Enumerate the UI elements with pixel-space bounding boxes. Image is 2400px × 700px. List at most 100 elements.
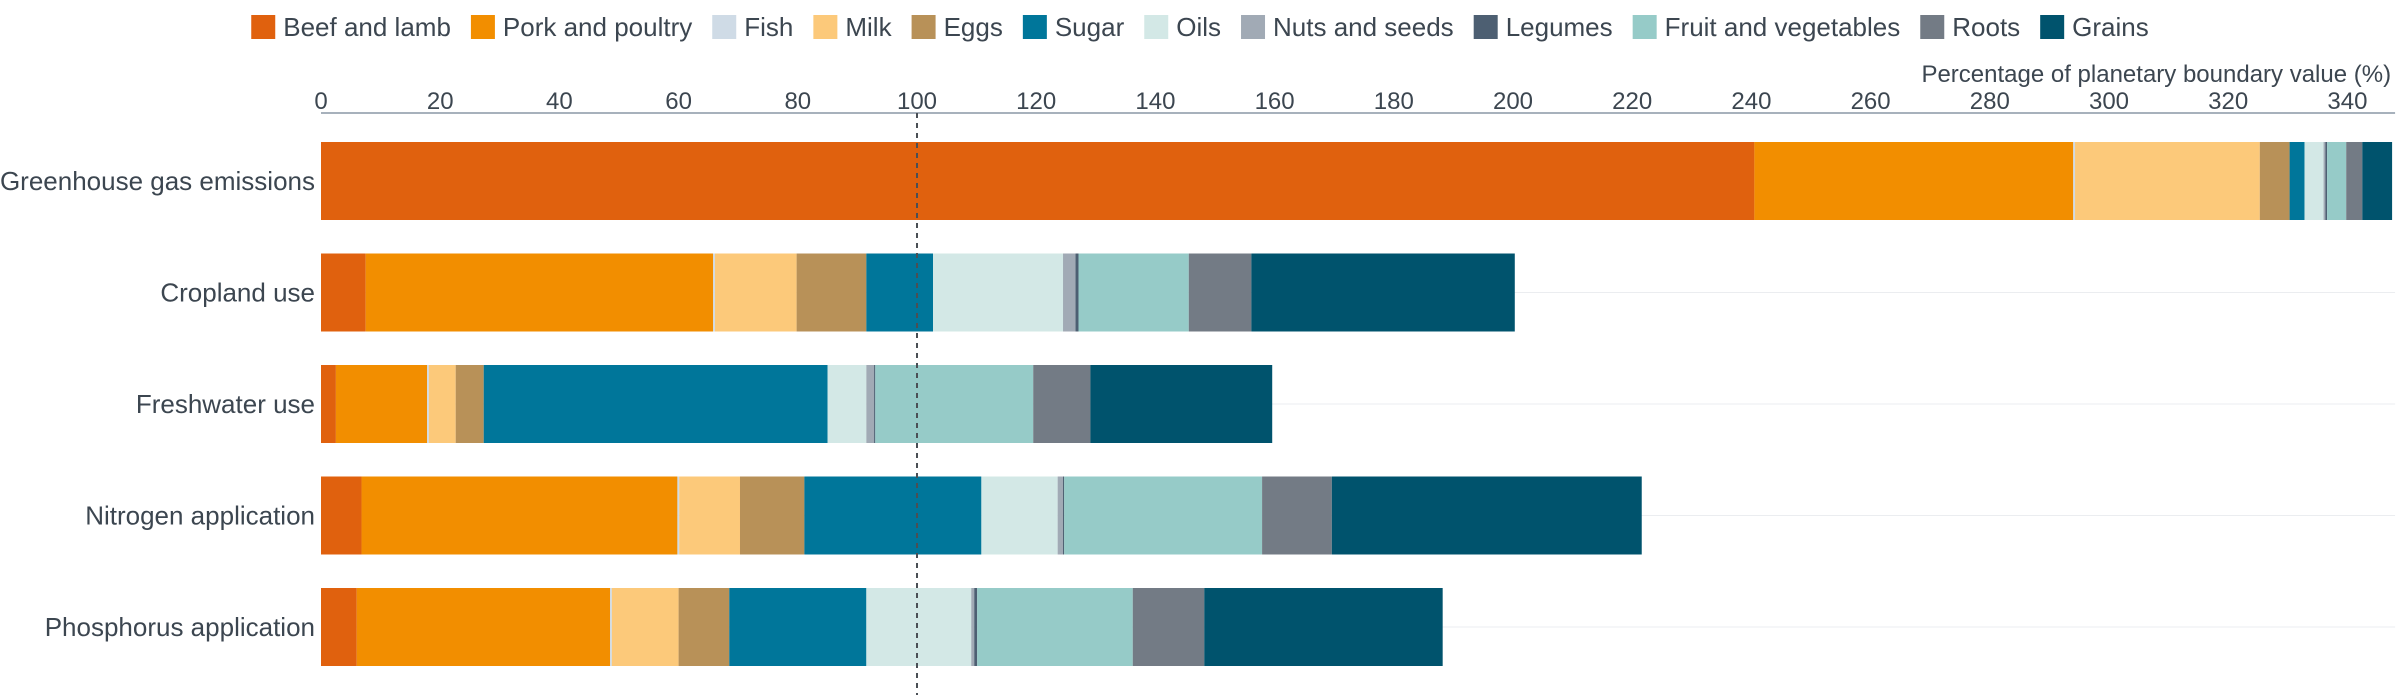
legend-label-sugar: Sugar xyxy=(1055,12,1125,42)
bar-segment-freshwater-use-fruit-and-vegetables xyxy=(875,365,1034,443)
legend-swatch-milk xyxy=(813,15,838,39)
x-tick-label-80: 80 xyxy=(784,88,811,115)
bar-segment-greenhouse-gas-emissions-pork-and-poultry xyxy=(1754,142,2074,220)
legend-label-nuts-and-seeds: Nuts and seeds xyxy=(1273,12,1454,42)
bar-segment-phosphorus-application-eggs xyxy=(678,588,730,666)
legend-item-roots: Roots xyxy=(1920,12,2020,42)
bar-segment-phosphorus-application-sugar xyxy=(729,588,867,666)
bar-segment-phosphorus-application-pork-and-poultry xyxy=(356,588,611,666)
bars xyxy=(321,142,2393,666)
x-tick-label-140: 140 xyxy=(1135,88,1175,115)
legend-item-sugar: Sugar xyxy=(1022,12,1125,42)
bar-segment-nitrogen-application-roots xyxy=(1262,476,1332,555)
bar-segment-phosphorus-application-beef-and-lamb xyxy=(321,588,357,666)
x-axis-title: Percentage of planetary boundary value (… xyxy=(1921,61,2391,88)
bar-segment-greenhouse-gas-emissions-eggs xyxy=(2259,142,2290,220)
bar-segment-cropland-use-roots xyxy=(1188,253,1252,332)
bar-segment-nitrogen-application-nuts-and-seeds xyxy=(1057,476,1064,555)
x-tick-label-220: 220 xyxy=(1612,88,1652,115)
bar-segment-phosphorus-application-milk xyxy=(611,588,679,666)
bar-segment-nitrogen-application-pork-and-poultry xyxy=(361,476,678,555)
legend-swatch-grains xyxy=(2040,15,2065,39)
x-tick-label-100: 100 xyxy=(897,88,937,115)
bar-segment-freshwater-use-legumes xyxy=(874,365,876,443)
legend-label-fruit-and-vegetables: Fruit and vegetables xyxy=(1665,12,1901,42)
bar-segment-cropland-use-fruit-and-vegetables xyxy=(1078,253,1189,332)
bar-segment-nitrogen-application-fish xyxy=(677,476,680,555)
bar-segment-cropland-use-pork-and-poultry xyxy=(365,253,714,332)
legend-item-eggs: Eggs xyxy=(911,12,1003,42)
legend-swatch-roots xyxy=(1920,15,1945,39)
legend-item-beef-and-lamb: Beef and lamb xyxy=(251,12,451,42)
x-tick-label-40: 40 xyxy=(546,88,573,115)
bar-segment-freshwater-use-nuts-and-seeds xyxy=(866,365,875,443)
x-axis: 0 20 40 60 80 100 120 140 160 180 200 220 240 260 280 3… xyxy=(314,61,2396,115)
row-separators xyxy=(321,292,2396,628)
category-label-freshwater-use: Freshwater use xyxy=(136,389,315,419)
bar-segment-phosphorus-application-oils xyxy=(866,588,972,666)
bar-segment-nitrogen-application-oils xyxy=(981,476,1058,555)
bar-segment-nitrogen-application-grains xyxy=(1331,476,1642,555)
legend-swatch-oils xyxy=(1144,15,1169,39)
x-tick-label-160: 160 xyxy=(1255,88,1295,115)
bar-segment-cropland-use-fish xyxy=(713,253,715,332)
legend-item-legumes: Legumes xyxy=(1473,12,1613,42)
bar-segment-cropland-use-beef-and-lamb xyxy=(321,253,366,332)
legend-label-beef-and-lamb: Beef and lamb xyxy=(283,12,451,42)
legend-item-fish: Fish xyxy=(712,12,793,42)
x-tick-label-320: 320 xyxy=(2208,88,2248,115)
category-labels: Greenhouse gas emissions Cropland use Fres… xyxy=(0,166,315,642)
bar-segment-nitrogen-application-legumes xyxy=(1063,476,1065,555)
legend-label-roots: Roots xyxy=(1952,12,2020,42)
bar-segment-nitrogen-application-fruit-and-vegetables xyxy=(1064,476,1263,555)
legend-label-oils: Oils xyxy=(1176,12,1221,42)
bar-segment-cropland-use-oils xyxy=(933,253,1064,332)
bar-segment-greenhouse-gas-emissions-beef-and-lamb xyxy=(321,142,1755,220)
x-tick-label-120: 120 xyxy=(1016,88,1056,115)
bar-segment-freshwater-use-oils xyxy=(827,365,867,443)
legend-label-grains: Grains xyxy=(2072,12,2149,42)
bar-segment-greenhouse-gas-emissions-roots xyxy=(2346,142,2363,220)
legend-item-fruit-and-vegetables: Fruit and vegetables xyxy=(1632,12,1901,42)
bar-segment-cropland-use-sugar xyxy=(866,253,934,332)
legend-swatch-sugar xyxy=(1022,15,1047,39)
bar-segment-greenhouse-gas-emissions-legumes xyxy=(2325,142,2328,220)
legend-label-fish: Fish xyxy=(744,12,793,42)
legend-swatch-fruit-and-vegetables xyxy=(1632,15,1657,39)
bar-segment-cropland-use-eggs xyxy=(796,253,867,332)
bar-segment-phosphorus-application-fish xyxy=(610,588,612,666)
x-tick-label-180: 180 xyxy=(1374,88,1414,115)
legend: Beef and lamb Pork and poultry Fish Milk Egg… xyxy=(251,12,2149,42)
legend-label-pork-and-poultry: Pork and poultry xyxy=(503,12,692,42)
x-tick-label-0: 0 xyxy=(314,88,327,115)
bar-segment-freshwater-use-beef-and-lamb xyxy=(321,365,336,443)
legend-swatch-eggs xyxy=(911,15,936,39)
legend-swatch-nuts-and-seeds xyxy=(1241,15,1266,39)
bar-segment-freshwater-use-eggs xyxy=(455,365,484,443)
legend-item-grains: Grains xyxy=(2040,12,2149,42)
legend-item-pork-and-poultry: Pork and poultry xyxy=(470,12,692,42)
x-tick-label-260: 260 xyxy=(1851,88,1891,115)
legend-item-milk: Milk xyxy=(813,12,893,42)
bar-segment-nitrogen-application-milk xyxy=(679,476,740,555)
bar-segment-phosphorus-application-legumes xyxy=(974,588,978,666)
bar-segment-phosphorus-application-grains xyxy=(1204,588,1443,666)
x-tick-label-20: 20 xyxy=(427,88,454,115)
bar-segment-greenhouse-gas-emissions-grains xyxy=(2362,142,2393,220)
bar-segment-nitrogen-application-eggs xyxy=(739,476,805,555)
x-tick-label-240: 240 xyxy=(1731,88,1771,115)
bar-segment-greenhouse-gas-emissions-fruit-and-vegetables xyxy=(2327,142,2347,220)
category-label-greenhouse-gas-emissions: Greenhouse gas emissions xyxy=(0,166,315,196)
bar-segment-freshwater-use-grains xyxy=(1090,365,1273,443)
legend-label-eggs: Eggs xyxy=(944,12,1003,42)
legend-swatch-fish xyxy=(712,15,737,39)
bar-segment-freshwater-use-pork-and-poultry xyxy=(335,365,428,443)
bar-segment-greenhouse-gas-emissions-sugar xyxy=(2289,142,2305,220)
bar-segment-freshwater-use-roots xyxy=(1033,365,1091,443)
bar-segment-freshwater-use-sugar xyxy=(483,365,828,443)
bar-segment-nitrogen-application-sugar xyxy=(804,476,982,555)
bar-segment-phosphorus-application-roots xyxy=(1132,588,1205,666)
bar-segment-greenhouse-gas-emissions-fish xyxy=(2073,142,2076,220)
bar-segment-phosphorus-application-fruit-and-vegetables xyxy=(977,588,1133,666)
category-label-cropland-use: Cropland use xyxy=(160,278,315,308)
